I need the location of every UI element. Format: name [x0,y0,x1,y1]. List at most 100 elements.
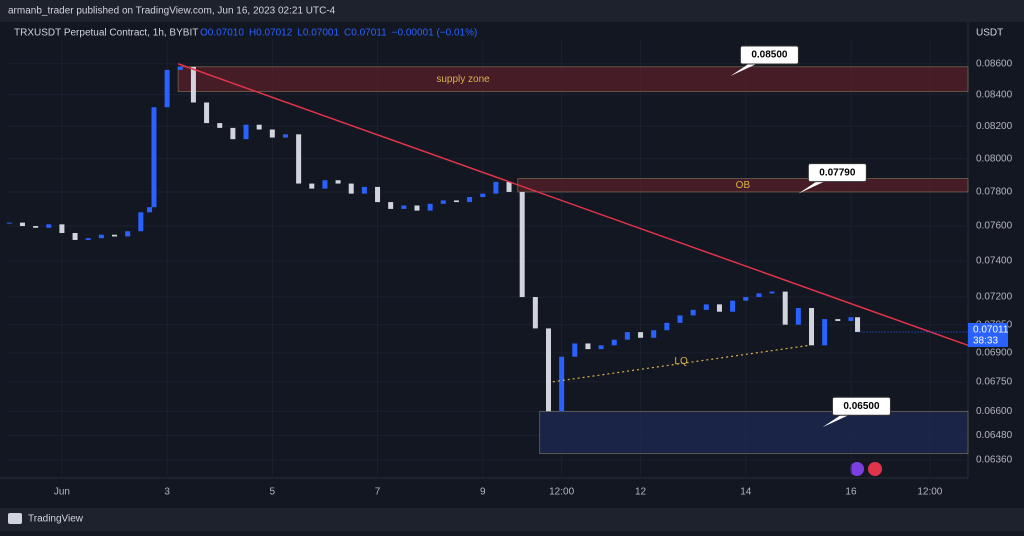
candle-body [855,317,861,332]
x-tick-label: 3 [164,487,170,498]
candle-body [19,222,25,227]
candle-body [585,343,591,350]
zone-label: supply zone [436,74,490,85]
x-tick-label: 12 [635,487,647,498]
candle-body [204,102,210,124]
candle-body [6,222,12,224]
candle-body [414,205,420,211]
candle-body [730,300,736,312]
candle-body [756,293,762,298]
logo [8,513,22,524]
footer-bar [0,508,1024,531]
y-tick-label: 0.07200 [976,292,1013,303]
y-tick-label: 0.06600 [976,406,1013,417]
candle-body [795,308,801,325]
candle-body [125,231,131,237]
candle-body [664,322,670,331]
candle-body [506,181,512,192]
candle-body [624,332,630,340]
candle-body [388,202,394,209]
candle-body [809,308,815,346]
x-tick-label: 14 [740,487,752,498]
ohlc-value: C0.07011 [344,28,387,39]
candle-body [309,183,315,189]
event-icon[interactable] [850,462,864,476]
candle-body [177,66,183,70]
candle-body [651,330,657,338]
callout-pointer [798,181,825,194]
x-tick-label: 12:00 [917,487,942,498]
callout-pointer [822,415,849,428]
x-tick-label: Jun [54,487,70,498]
candle-body [611,339,617,346]
candle-body [782,291,788,325]
candle-body [480,193,486,198]
candle-body [112,234,118,237]
candle-body [46,224,52,228]
x-tick-label: 16 [845,487,857,498]
candle-body [440,200,446,204]
candle-body [243,124,249,140]
candle-body [559,356,565,412]
candle-body [743,297,749,301]
candle-body [375,186,381,203]
event-icon[interactable] [868,462,882,476]
y-tick-label: 0.08200 [976,121,1013,132]
y-tick-label: 0.06900 [976,348,1013,359]
candle-body [677,315,683,323]
zone-label: OB [736,180,751,191]
lq-label: LQ [674,356,688,367]
ohlc-value: H0.07012 [249,28,293,39]
callout-box [831,396,891,416]
y-tick-label: 0.07800 [976,187,1013,198]
candle-body [467,197,473,203]
candle-body [230,127,236,140]
candle-body [33,226,39,228]
y-tick-label: 0.07600 [976,221,1013,232]
candle-body [164,69,170,108]
brand: TradingView [28,514,84,525]
candle-body [703,304,709,310]
ohlc-value: O0.07010 [200,28,244,39]
y-tick-label: 0.08600 [976,58,1013,69]
publisher: armanb_trader published on TradingView.c… [8,6,336,17]
candle-body [519,191,525,298]
candle-body [151,107,157,208]
symbol: TRXUSDT Perpetual Contract, 1h, BYBIT [14,28,198,39]
candle-body [296,134,302,184]
callout-text: 0.06500 [843,401,880,412]
currency: USDT [976,28,1003,39]
ohlc-value: L0.07001 [297,28,339,39]
candle-body [769,291,775,294]
x-tick-label: 12:00 [549,487,574,498]
ohlc-value: −0.00001 (−0.01%) [392,28,478,39]
candle-body [822,319,828,346]
candle-body [335,180,341,184]
x-tick-label: 5 [270,487,276,498]
callout-text: 0.08500 [751,50,788,61]
candle-body [269,129,275,138]
x-tick-label: 9 [480,487,486,498]
y-tick-label: 0.08000 [976,153,1013,164]
candle-body [190,66,196,103]
header-bar [0,0,1024,22]
candle-body [98,234,104,239]
y-tick-label: 0.08400 [976,89,1013,100]
candle-body [638,332,644,338]
candle-body [598,345,604,350]
candle-body [545,328,551,412]
candle-body [217,123,223,128]
candle-body [322,180,328,189]
callout-box [807,163,867,183]
lq-line [552,344,810,383]
y-tick-label: 0.06480 [976,430,1013,441]
callout-text: 0.07790 [819,167,856,178]
candle-body [147,207,153,213]
candle-body [690,309,696,316]
candle-body [427,203,433,211]
candle-body [493,181,499,194]
callout-pointer [730,64,757,77]
candle-body [59,224,65,233]
callout-box [739,45,799,65]
